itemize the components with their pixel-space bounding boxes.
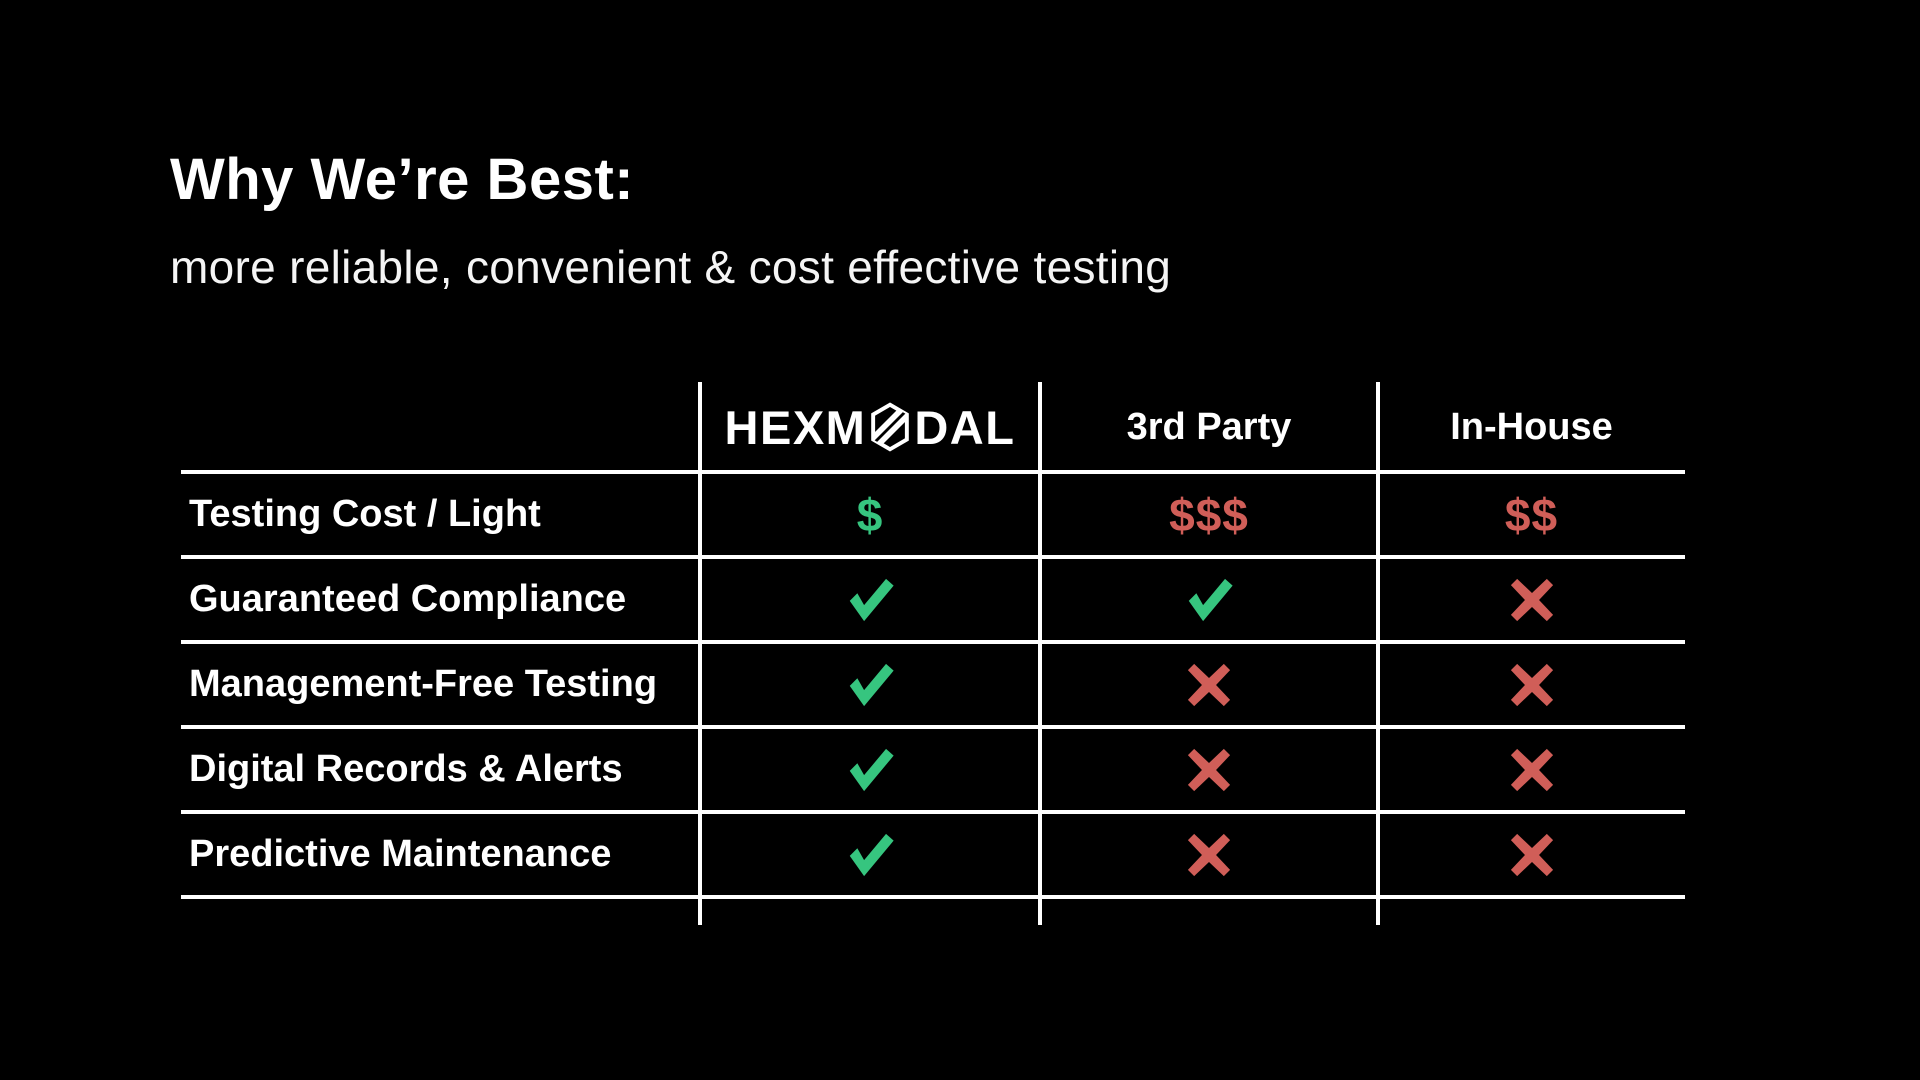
check-cell: [700, 727, 1040, 812]
cross-cell: [1378, 727, 1685, 812]
check-cell: [1040, 557, 1378, 642]
row-label: Testing Cost / Light: [189, 493, 541, 535]
cost-value-cell: $$$: [1040, 472, 1378, 557]
cross-cell: [1040, 727, 1378, 812]
cross-cell: [1040, 642, 1378, 727]
dollar-rating: $: [856, 488, 884, 541]
page-title: Why We’re Best:: [170, 147, 635, 212]
column-header-hexmodal: HEXM DAL: [700, 382, 1040, 472]
column-header-in-house: In-House: [1450, 405, 1613, 448]
check-icon: [849, 663, 894, 706]
cost-value-cell: $$: [1378, 472, 1685, 557]
check-cell: [700, 812, 1040, 897]
table-row: Testing Cost / Light $ $$$ $$: [181, 472, 1685, 557]
hexagon-slash-icon: [871, 402, 910, 452]
table-row: Digital Records & Alerts: [181, 727, 1685, 812]
table-gridline-vertical: [1376, 382, 1380, 925]
brand-wordmark-left: HEXM: [724, 400, 867, 454]
table-row: Management-Free Testing: [181, 642, 1685, 727]
cross-cell: [1378, 557, 1685, 642]
check-icon: [1188, 578, 1233, 621]
row-label: Management-Free Testing: [189, 663, 658, 705]
comparison-table: HEXM DAL: [181, 382, 1685, 925]
row-label: Predictive Maintenance: [189, 833, 612, 875]
table-gridline-horizontal: [181, 470, 1685, 474]
cross-icon: [1187, 748, 1231, 791]
table-header-row: HEXM DAL: [181, 382, 1685, 472]
cost-value-cell: $: [700, 472, 1040, 557]
row-label: Guaranteed Compliance: [189, 578, 627, 620]
cross-cell: [1378, 812, 1685, 897]
check-cell: [700, 642, 1040, 727]
table-gridline-horizontal: [181, 725, 1685, 729]
column-header-3rd-party: 3rd Party: [1126, 405, 1292, 448]
table-body: Testing Cost / Light $ $$$ $$ Guaranteed Com…: [181, 472, 1685, 897]
check-icon: [849, 578, 894, 621]
check-icon: [849, 748, 894, 791]
cross-icon: [1187, 663, 1231, 706]
table-gridline-horizontal: [181, 555, 1685, 559]
dollar-rating: $$: [1504, 488, 1559, 541]
cross-cell: [1378, 642, 1685, 727]
row-label: Digital Records & Alerts: [189, 748, 623, 790]
page-subtitle: more reliable, convenient & cost effecti…: [170, 241, 1172, 293]
brand-wordmark-right: DAL: [914, 400, 1016, 454]
table-row: Predictive Maintenance: [181, 812, 1685, 897]
cross-icon: [1510, 748, 1553, 791]
table-gridline-horizontal: [181, 640, 1685, 644]
cross-cell: [1040, 812, 1378, 897]
table-gridline-vertical: [698, 382, 702, 925]
table-gridline-horizontal: [181, 895, 1685, 899]
cross-icon: [1510, 833, 1553, 876]
dollar-rating: $$$: [1169, 488, 1249, 541]
cross-icon: [1510, 663, 1553, 706]
check-icon: [849, 833, 894, 876]
table-row: Guaranteed Compliance: [181, 557, 1685, 642]
corner-cell: [181, 382, 700, 472]
cross-icon: [1510, 578, 1553, 621]
table-gridline-vertical: [1038, 382, 1042, 925]
check-cell: [700, 557, 1040, 642]
cross-icon: [1187, 833, 1231, 876]
table-gridline-horizontal: [181, 810, 1685, 814]
